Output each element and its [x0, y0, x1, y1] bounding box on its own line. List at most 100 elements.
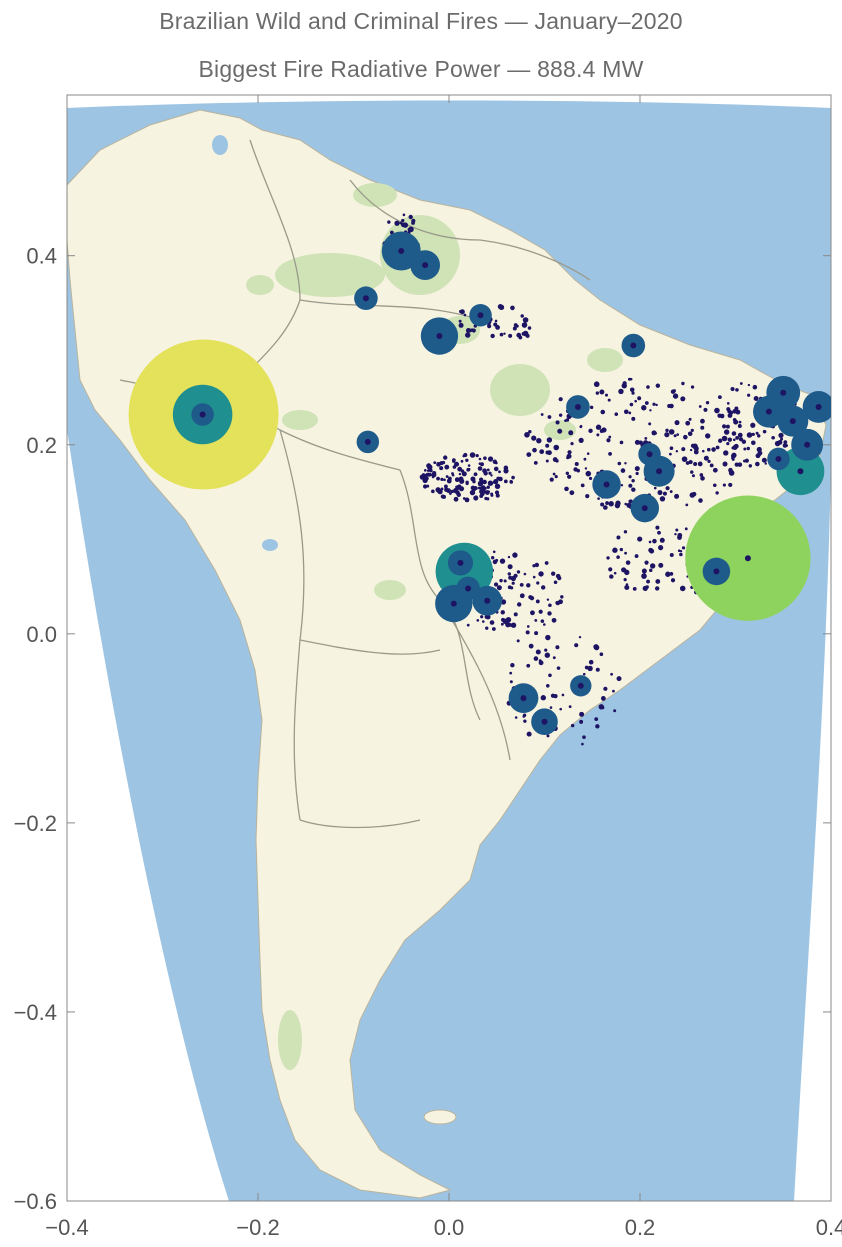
- fire-dot: [445, 475, 449, 478]
- fire-dot: [690, 443, 695, 448]
- fire-dot: [612, 547, 618, 553]
- fire-dot: [623, 577, 627, 582]
- fire-dot: [547, 415, 552, 419]
- fire-dot: [568, 705, 572, 709]
- fire-dot: [444, 464, 450, 470]
- fire-point-core: [574, 403, 581, 410]
- fire-dot: [441, 460, 446, 465]
- fire-dot: [518, 335, 523, 340]
- fire-dot: [526, 625, 530, 628]
- fire-dot: [408, 214, 413, 220]
- fire-point-core: [780, 389, 787, 396]
- fire-dot: [479, 477, 484, 482]
- fire-dot: [649, 568, 653, 573]
- fire-dot: [732, 444, 738, 450]
- fire-dot: [508, 333, 513, 338]
- fire-dot: [513, 323, 518, 327]
- fire-point-core: [713, 568, 720, 575]
- fire-dot: [479, 494, 484, 498]
- y-tick-label: 0.2: [26, 433, 57, 458]
- fire-point-core: [457, 559, 464, 566]
- fire-dot: [658, 562, 664, 568]
- fire-dot: [644, 560, 649, 565]
- fire-dot: [431, 489, 435, 494]
- fire-dot: [609, 574, 614, 579]
- fire-dot: [616, 535, 621, 540]
- fire-dot: [473, 495, 479, 501]
- fire-dot: [655, 403, 658, 407]
- fire-dot: [750, 422, 756, 428]
- fire-dot: [624, 502, 627, 506]
- fire-dot: [464, 497, 470, 503]
- fire-dot: [687, 431, 693, 437]
- fire-dot: [652, 538, 657, 544]
- fire-dot: [690, 428, 694, 432]
- fire-dot: [689, 448, 693, 452]
- fire-dot: [624, 585, 630, 591]
- fire-dot: [741, 439, 747, 444]
- fire-dot: [659, 496, 666, 502]
- fire-dot: [723, 450, 729, 456]
- fire-dot: [631, 479, 635, 483]
- fire-dot: [486, 485, 490, 489]
- fire-dot: [528, 595, 533, 600]
- fire-dot: [565, 418, 570, 422]
- fire-dot: [608, 451, 612, 456]
- fire-dot: [452, 459, 456, 463]
- fire-dot: [532, 447, 537, 453]
- fire-dot: [581, 742, 584, 746]
- fire-dot: [469, 489, 476, 496]
- fire-point-core: [797, 468, 804, 475]
- fire-dot: [497, 304, 503, 310]
- fire-dot: [509, 479, 513, 483]
- fire-dot: [712, 483, 717, 488]
- fire-dot: [514, 716, 518, 719]
- fire-dot: [665, 486, 670, 491]
- fire-dot: [574, 462, 579, 467]
- fire-point-core: [775, 455, 782, 462]
- fire-dot: [549, 477, 554, 482]
- fire-dot: [717, 438, 723, 443]
- fire-dot: [471, 328, 476, 333]
- fire-dot: [730, 386, 735, 392]
- fire-dot: [600, 409, 606, 415]
- fire-dot: [457, 466, 463, 472]
- fire-dot: [664, 432, 670, 438]
- fire-point-core: [577, 682, 584, 689]
- fire-dot: [755, 461, 760, 467]
- fire-dot: [693, 461, 698, 466]
- fire-dot: [725, 424, 730, 429]
- fire-dot: [499, 578, 503, 583]
- fire-point-core: [744, 555, 751, 562]
- fire-dot: [690, 470, 694, 474]
- fire-dot: [584, 467, 588, 470]
- fire-dot: [485, 614, 491, 620]
- fire-dot: [508, 575, 513, 580]
- fire-dot: [426, 469, 430, 472]
- fire-dot: [487, 324, 492, 329]
- fire-dot: [600, 696, 606, 701]
- fire-dot: [487, 480, 494, 486]
- falkland-islands: [423, 1109, 457, 1125]
- fire-dot: [570, 442, 574, 446]
- fire-dot: [679, 552, 683, 557]
- fire-dot: [507, 555, 511, 559]
- fire-dot: [700, 425, 705, 430]
- fire-dot: [595, 667, 600, 672]
- fire-dot: [755, 431, 759, 435]
- fire-dot: [493, 322, 498, 327]
- fire-dot: [746, 432, 753, 438]
- fire-dot: [649, 563, 656, 569]
- fire-dot: [631, 391, 635, 395]
- fire-dot: [554, 474, 558, 479]
- fire-dot: [582, 672, 586, 676]
- x-tick-label: −0.2: [236, 1215, 279, 1240]
- fire-dot: [512, 326, 517, 331]
- fire-dot: [622, 381, 627, 386]
- fire-dot: [580, 483, 585, 488]
- x-tick-label: 0.0: [434, 1215, 465, 1240]
- fire-dot: [527, 326, 532, 330]
- fire-point-core: [641, 505, 648, 512]
- fire-dot: [442, 494, 447, 499]
